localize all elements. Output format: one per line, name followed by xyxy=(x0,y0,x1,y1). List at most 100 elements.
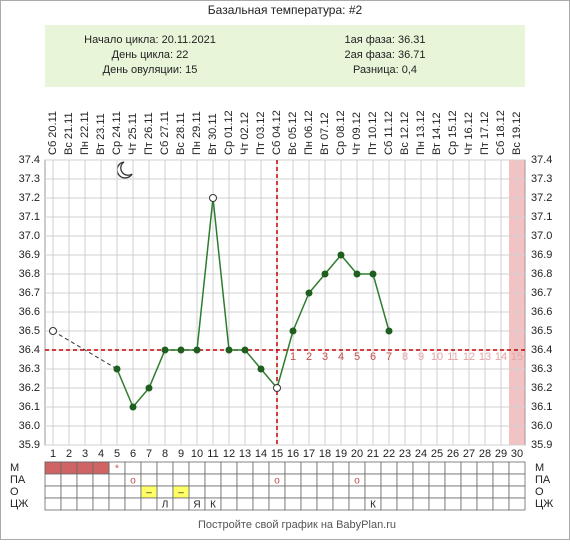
row-label: О xyxy=(10,486,19,498)
table-cell xyxy=(284,497,302,511)
temperature-point xyxy=(353,270,361,278)
table-cell xyxy=(316,473,334,487)
x-tick-label: 3 xyxy=(82,448,88,460)
info-text: 2ая фаза: 36.71 xyxy=(344,49,425,61)
table-cell xyxy=(476,461,494,475)
cell-text: К xyxy=(210,500,216,511)
x-tick-label: 17 xyxy=(303,448,315,460)
date-label: Сб 27.11 xyxy=(159,111,171,155)
temperature-point xyxy=(337,251,345,259)
table-cell xyxy=(236,473,254,487)
temperature-point xyxy=(273,384,281,392)
cell-text: o xyxy=(274,476,280,487)
gap-connector xyxy=(52,330,118,370)
x-tick-label: 22 xyxy=(383,448,395,460)
table-cell xyxy=(476,497,494,511)
luteal-day-label: 6 xyxy=(370,351,376,363)
table-cell xyxy=(460,461,478,475)
date-label: Вс 28.11 xyxy=(175,112,187,155)
table-cell xyxy=(412,473,430,487)
temperature-line xyxy=(116,197,390,409)
x-tick-label: 26 xyxy=(447,448,459,460)
table-cell xyxy=(204,461,222,475)
y-tick-label: 37.1 xyxy=(531,211,552,223)
table-cell xyxy=(44,485,62,499)
luteal-day-label: 8 xyxy=(402,351,408,363)
cell-fill xyxy=(92,461,110,475)
table-cell xyxy=(108,473,126,487)
y-tick-label: 36.8 xyxy=(19,268,40,280)
x-tick-label: 5 xyxy=(114,448,120,460)
x-tick-label: 19 xyxy=(335,448,347,460)
table-cell xyxy=(300,485,318,499)
table-cell xyxy=(380,461,398,475)
y-tick-label: 37.2 xyxy=(531,192,552,204)
table-cell xyxy=(316,485,334,499)
cell-fill xyxy=(60,461,78,475)
cell-fill xyxy=(76,461,94,475)
table-cell xyxy=(396,473,414,487)
y-tick-label: 36.8 xyxy=(531,268,552,280)
cell-text: К xyxy=(370,500,376,511)
x-tick-label: 24 xyxy=(415,448,427,460)
luteal-day-label: 7 xyxy=(386,351,392,363)
y-tick-label: 37.3 xyxy=(19,173,40,185)
table-cell xyxy=(332,485,350,499)
x-tick-label: 25 xyxy=(431,448,443,460)
y-tick-label: 36.9 xyxy=(19,249,40,261)
date-label: Пт 03.12 xyxy=(255,111,267,155)
cell-text: – xyxy=(178,488,184,499)
table-cell xyxy=(428,473,446,487)
table-cell xyxy=(188,461,206,475)
table-cell xyxy=(252,497,270,511)
table-cell xyxy=(380,473,398,487)
table-cell xyxy=(124,497,142,511)
table-cell xyxy=(156,485,174,499)
x-tick-label: 2 xyxy=(66,448,72,460)
info-text: 1ая фаза: 36.31 xyxy=(344,34,425,46)
row-label: О xyxy=(535,486,544,498)
date-label: Пт 17.12 xyxy=(479,111,491,155)
y-tick-label: 37.3 xyxy=(531,173,552,185)
table-cell xyxy=(252,461,270,475)
table-cell xyxy=(476,473,494,487)
table-cell xyxy=(44,497,62,511)
x-tick-label: 12 xyxy=(223,448,235,460)
table-cell xyxy=(380,485,398,499)
table-cell xyxy=(364,473,382,487)
x-tick-label: 18 xyxy=(319,448,331,460)
date-label: Чт 16.12 xyxy=(463,112,475,155)
temperature-point xyxy=(225,346,233,354)
luteal-day-label: 13 xyxy=(479,351,491,363)
table-cell xyxy=(412,497,430,511)
table-cell xyxy=(284,461,302,475)
table-cell xyxy=(348,485,366,499)
table-cell xyxy=(220,461,238,475)
y-tick-label: 36.3 xyxy=(19,363,40,375)
table-cell xyxy=(508,473,526,487)
x-tick-label: 23 xyxy=(399,448,411,460)
cell-text: Л xyxy=(162,500,169,511)
y-tick-label: 36.1 xyxy=(531,401,552,413)
table-cell xyxy=(332,497,350,511)
x-tick-label: 20 xyxy=(351,448,363,460)
table-cell xyxy=(76,473,94,487)
x-tick-label: 28 xyxy=(479,448,491,460)
luteal-day-label: 2 xyxy=(306,351,312,363)
x-tick-label: 15 xyxy=(271,448,283,460)
x-tick-label: 7 xyxy=(146,448,152,460)
x-tick-label: 27 xyxy=(463,448,475,460)
date-label: Ср 15.12 xyxy=(447,110,459,155)
y-tick-label: 36.4 xyxy=(19,344,40,356)
date-label: Ср 01.12 xyxy=(223,110,235,155)
table-cell xyxy=(76,485,94,499)
luteal-day-label: 14 xyxy=(495,351,507,363)
temperature-point xyxy=(257,365,265,373)
y-tick-label: 36.0 xyxy=(19,420,40,432)
table-cell xyxy=(396,485,414,499)
x-tick-label: 29 xyxy=(495,448,507,460)
row-label: М xyxy=(10,462,19,474)
x-tick-label: 8 xyxy=(162,448,168,460)
y-tick-label: 36.6 xyxy=(531,306,552,318)
table-cell xyxy=(92,497,110,511)
